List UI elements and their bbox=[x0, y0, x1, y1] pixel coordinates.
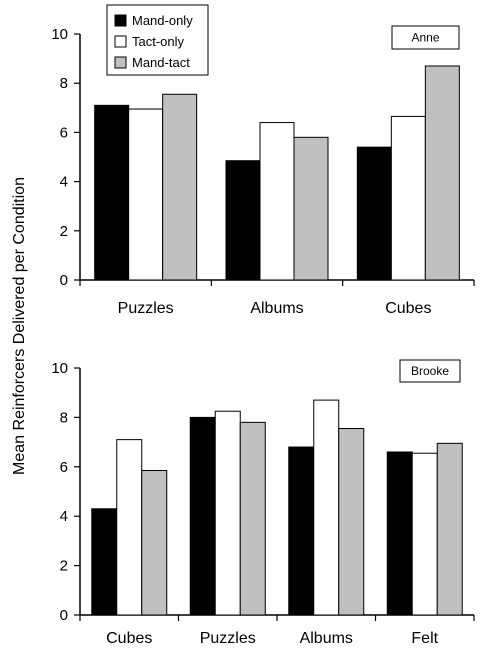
x-tick-label: Albums bbox=[300, 630, 353, 647]
bar-mand-only-cubes bbox=[91, 508, 118, 616]
y-tick-label: 2 bbox=[60, 223, 68, 240]
bar-tact-only-cubes bbox=[390, 115, 426, 281]
x-tick-label: Puzzles bbox=[118, 300, 174, 317]
panel-label-box bbox=[391, 25, 460, 50]
y-tick-label: 2 bbox=[60, 558, 68, 575]
bar-tact-only-puzzles bbox=[128, 108, 164, 281]
x-tick-label: Cubes bbox=[385, 300, 431, 317]
x-tick-label: Albums bbox=[250, 300, 303, 317]
x-tick-label: Cubes bbox=[106, 630, 152, 647]
legend-label: Tact-only bbox=[132, 34, 185, 49]
bar-mand-only-puzzles bbox=[189, 416, 216, 616]
bar-mand-tact-felt bbox=[436, 442, 463, 616]
y-tick-label: 8 bbox=[60, 409, 68, 426]
y-tick-label: 0 bbox=[60, 607, 68, 624]
x-tick-label: Puzzles bbox=[200, 630, 256, 647]
legend-label: Mand-tact bbox=[132, 55, 190, 70]
legend-swatch bbox=[114, 14, 127, 27]
x-tick-label: Felt bbox=[411, 630, 438, 647]
bar-mand-only-felt bbox=[386, 451, 413, 616]
bar-mand-only-cubes bbox=[356, 146, 392, 281]
bar-tact-only-felt bbox=[411, 452, 438, 616]
bar-tact-only-albums bbox=[259, 122, 295, 281]
y-tick-label: 10 bbox=[51, 26, 68, 43]
bar-mand-tact-cubes bbox=[424, 65, 460, 281]
legend-swatch bbox=[114, 35, 127, 48]
y-tick-label: 0 bbox=[60, 272, 68, 289]
bar-mand-tact-albums bbox=[338, 428, 365, 616]
y-tick-label: 4 bbox=[60, 174, 68, 191]
bar-mand-only-albums bbox=[288, 446, 315, 616]
bar-mand-tact-puzzles bbox=[239, 421, 266, 616]
legend-label: Mand-only bbox=[132, 13, 193, 28]
bar-mand-tact-puzzles bbox=[162, 93, 198, 281]
y-tick-label: 4 bbox=[60, 508, 68, 525]
y-axis-title: Mean Reinforcers Delivered per Condition bbox=[11, 177, 28, 475]
panel-label: Anne bbox=[411, 31, 439, 45]
y-tick-label: 6 bbox=[60, 459, 68, 476]
panel-label-box bbox=[399, 359, 461, 383]
y-tick-label: 6 bbox=[60, 124, 68, 141]
bar-tact-only-puzzles bbox=[214, 410, 241, 616]
y-tick-label: 8 bbox=[60, 75, 68, 92]
bar-tact-only-albums bbox=[313, 399, 340, 616]
y-tick-label: 10 bbox=[51, 360, 68, 377]
bar-mand-tact-cubes bbox=[141, 470, 168, 616]
bar-mand-only-puzzles bbox=[94, 104, 130, 281]
bar-mand-tact-albums bbox=[293, 136, 329, 281]
bar-tact-only-cubes bbox=[116, 439, 143, 616]
bar-mand-only-albums bbox=[225, 160, 261, 281]
panel-label: Brooke bbox=[411, 364, 449, 378]
legend-swatch bbox=[114, 56, 127, 69]
